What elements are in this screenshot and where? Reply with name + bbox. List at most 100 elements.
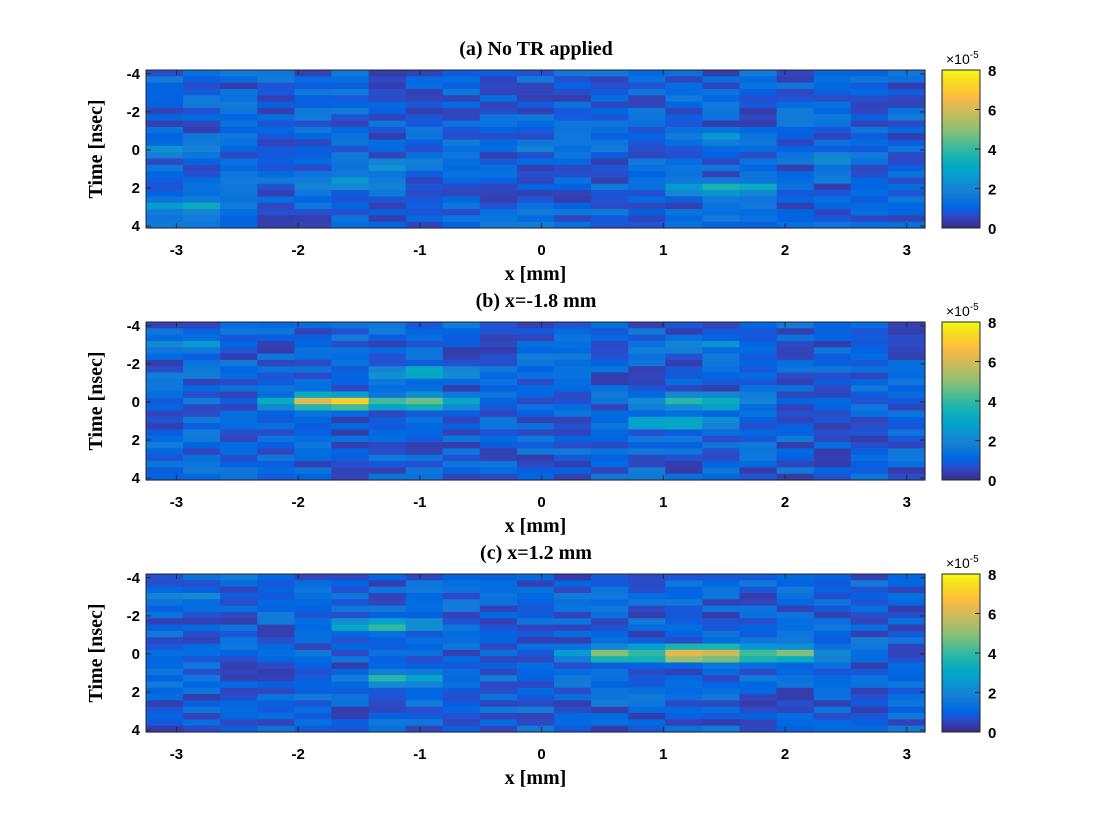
- heatmap-cell: [776, 580, 815, 588]
- heatmap-cell: [665, 328, 704, 336]
- heatmap-cell: [331, 82, 370, 90]
- heatmap-cell: [146, 586, 184, 594]
- heatmap-cell: [146, 694, 184, 701]
- heatmap-cell: [257, 385, 295, 393]
- heatmap-cell: [850, 378, 889, 386]
- colorbar-segment: [942, 368, 980, 372]
- heatmap-cell: [665, 605, 704, 613]
- heatmap-cell: [813, 76, 852, 84]
- heatmap-cell: [887, 158, 926, 166]
- heatmap-cell: [183, 366, 221, 374]
- heatmap-cell: [776, 687, 815, 695]
- heatmap-cell: [294, 171, 333, 179]
- heatmap-cell: [665, 630, 704, 638]
- heatmap-cell: [146, 114, 184, 122]
- heatmap-cell: [405, 442, 444, 449]
- heatmap-cell: [405, 334, 444, 342]
- heatmap-cell: [257, 725, 295, 733]
- heatmap-cell: [183, 209, 221, 216]
- heatmap-cell: [628, 454, 666, 462]
- heatmap-cell: [516, 681, 555, 689]
- colorbar-segment: [942, 156, 980, 160]
- heatmap-cell: [405, 668, 444, 676]
- colorbar-segment: [942, 643, 980, 647]
- heatmap-cell: [850, 183, 889, 191]
- colorbar-segment: [942, 635, 980, 639]
- heatmap-cell: [702, 668, 741, 676]
- colorbar-segment: [942, 420, 980, 424]
- heatmap-cell: [257, 630, 295, 638]
- heatmap-cell: [628, 107, 666, 115]
- heatmap-cell: [516, 190, 555, 197]
- heatmap-cell: [405, 467, 444, 475]
- heatmap-cell: [183, 378, 221, 386]
- heatmap-cell: [442, 448, 481, 456]
- heatmap-cell: [850, 190, 889, 197]
- heatmap-cell: [554, 586, 592, 594]
- heatmap-cell: [702, 586, 741, 594]
- heatmap-cell: [368, 668, 407, 676]
- colorbar-tick-label: 2: [988, 434, 996, 451]
- colorbar-segment: [942, 329, 980, 333]
- colorbar-segment: [942, 697, 980, 701]
- heatmap-cell: [516, 719, 555, 727]
- heatmap-cell: [220, 668, 258, 676]
- heatmap-cell: [516, 359, 555, 367]
- heatmap-cell: [183, 120, 221, 128]
- heatmap-cell: [479, 397, 518, 405]
- heatmap-cell: [479, 190, 518, 197]
- heatmap-cell: [591, 114, 629, 122]
- heatmap-cell: [479, 328, 518, 336]
- heatmap-cell: [554, 725, 592, 733]
- heatmap-cell: [665, 353, 704, 361]
- heatmap-cell: [887, 385, 926, 393]
- heatmap-cell: [813, 322, 852, 329]
- heatmap-cell: [665, 461, 704, 468]
- heatmap-cell: [442, 656, 481, 664]
- heatmap-cell: [628, 372, 666, 380]
- heatmap-cell: [702, 328, 741, 336]
- heatmap-cell: [479, 435, 518, 443]
- heatmap-cell: [702, 177, 741, 185]
- heatmap-cell: [183, 435, 221, 443]
- heatmap-cell: [294, 656, 333, 664]
- heatmap-cell: [739, 461, 778, 468]
- heatmap-cell: [368, 706, 407, 714]
- heatmap-cell: [331, 694, 370, 701]
- heatmap-cell: [183, 611, 221, 619]
- heatmap-cell: [405, 158, 444, 166]
- heatmap-cell: [479, 322, 518, 329]
- heatmap-cell: [887, 681, 926, 689]
- colorbar-segment: [942, 657, 980, 661]
- heatmap-cell: [665, 101, 704, 109]
- heatmap-cell: [294, 76, 333, 84]
- colorbar-tick-label: 0: [988, 473, 996, 490]
- heatmap-cell: [220, 101, 258, 109]
- heatmap-cell: [183, 429, 221, 437]
- heatmap-cell: [146, 171, 184, 179]
- heatmap-cell: [554, 76, 592, 84]
- heatmap-cell: [665, 618, 704, 626]
- heatmap-cell: [479, 152, 518, 160]
- colorbar-segment: [942, 341, 980, 345]
- colorbar-segment: [942, 623, 980, 627]
- heatmap-cell: [739, 177, 778, 185]
- heatmap-cell: [813, 209, 852, 216]
- heatmap-cell: [183, 694, 221, 701]
- heatmap-cell: [850, 171, 889, 179]
- heatmap-cell: [739, 221, 778, 229]
- colorbar-segment: [942, 158, 980, 162]
- x-axis: -3 -2 -1 0 1 2 3: [170, 322, 911, 511]
- heatmap-cell: [220, 681, 258, 689]
- heatmap-cell: [294, 347, 333, 355]
- heatmap-cell: [591, 473, 629, 481]
- heatmap-cell: [739, 183, 778, 191]
- heatmap-cell: [628, 694, 666, 701]
- heatmap-cell: [628, 171, 666, 179]
- heatmap-cell: [591, 423, 629, 431]
- heatmap-cell: [776, 126, 815, 134]
- heatmap-cell: [294, 416, 333, 424]
- colorbar-segment: [942, 359, 980, 362]
- heatmap-cell: [183, 586, 221, 594]
